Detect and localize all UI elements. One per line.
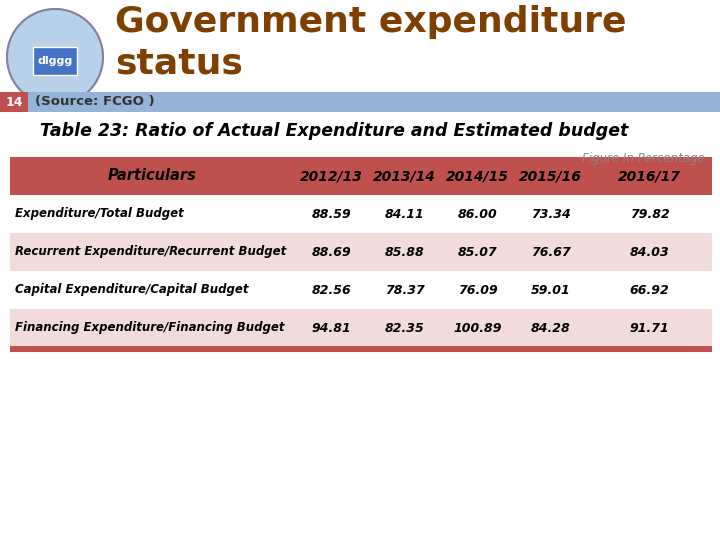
Text: 2012/13: 2012/13: [300, 169, 363, 183]
Text: 84.28: 84.28: [531, 321, 570, 334]
Text: 66.92: 66.92: [629, 284, 670, 296]
Text: 86.00: 86.00: [458, 207, 498, 220]
FancyBboxPatch shape: [10, 346, 712, 352]
Text: 85.88: 85.88: [384, 246, 424, 259]
Text: 2013/14: 2013/14: [373, 169, 436, 183]
Text: 76.67: 76.67: [531, 246, 570, 259]
Text: 100.89: 100.89: [454, 321, 502, 334]
Text: Financing Expenditure/Financing Budget: Financing Expenditure/Financing Budget: [15, 321, 284, 334]
Text: 59.01: 59.01: [531, 284, 570, 296]
Text: 14: 14: [5, 96, 23, 109]
Text: 94.81: 94.81: [312, 321, 351, 334]
Text: dlggg: dlggg: [37, 56, 73, 66]
FancyBboxPatch shape: [10, 157, 712, 195]
Text: 2016/17: 2016/17: [618, 169, 681, 183]
FancyBboxPatch shape: [10, 271, 712, 309]
Text: status: status: [115, 47, 243, 81]
FancyBboxPatch shape: [33, 47, 77, 75]
Text: 84.03: 84.03: [629, 246, 670, 259]
Text: Table 23: Ratio of Actual Expenditure and Estimated budget: Table 23: Ratio of Actual Expenditure an…: [40, 122, 629, 140]
Text: 82.56: 82.56: [312, 284, 351, 296]
FancyBboxPatch shape: [10, 233, 712, 271]
FancyBboxPatch shape: [10, 309, 712, 347]
Text: 85.07: 85.07: [458, 246, 498, 259]
Text: 76.09: 76.09: [458, 284, 498, 296]
Text: Figure In Percentage: Figure In Percentage: [582, 152, 705, 165]
Text: Government expenditure: Government expenditure: [115, 5, 626, 39]
Text: 88.69: 88.69: [312, 246, 351, 259]
Circle shape: [7, 9, 103, 105]
FancyBboxPatch shape: [0, 92, 28, 112]
Text: 2015/16: 2015/16: [519, 169, 582, 183]
Text: Particulars: Particulars: [108, 168, 197, 184]
Text: 78.37: 78.37: [384, 284, 424, 296]
Text: 91.71: 91.71: [629, 321, 670, 334]
Text: Expenditure/Total Budget: Expenditure/Total Budget: [15, 207, 184, 220]
Text: 84.11: 84.11: [384, 207, 424, 220]
Text: Capital Expenditure/Capital Budget: Capital Expenditure/Capital Budget: [15, 284, 248, 296]
Text: 73.34: 73.34: [531, 207, 570, 220]
FancyBboxPatch shape: [0, 92, 720, 112]
Text: 2014/15: 2014/15: [446, 169, 509, 183]
Text: (Source: FCGO ): (Source: FCGO ): [35, 96, 155, 109]
Text: Recurrent Expenditure/Recurrent Budget: Recurrent Expenditure/Recurrent Budget: [15, 246, 287, 259]
FancyBboxPatch shape: [10, 195, 712, 233]
Text: 82.35: 82.35: [384, 321, 424, 334]
Text: 79.82: 79.82: [629, 207, 670, 220]
Text: 88.59: 88.59: [312, 207, 351, 220]
